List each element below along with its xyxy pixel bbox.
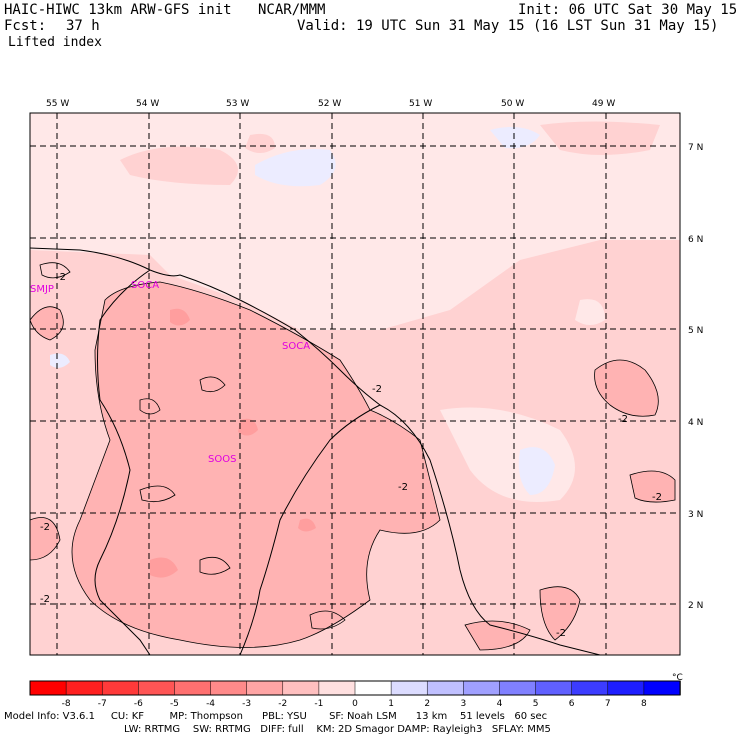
init-time: Init: 06 UTC Sat 30 May 15 [518,2,738,18]
lon-label: 53 W [226,99,249,109]
contour-label: -2 [56,272,66,283]
field-name: Lifted index [8,35,102,50]
lat-label: 5 N [688,326,703,336]
contour-label: -2 [652,492,662,503]
colorbar-swatch [138,680,176,696]
field-cool-patches [50,126,555,495]
model-info-line-2: LW: RRTMG SW: RRTMG DIFF: full KM: 2D Sm… [124,724,551,735]
colorbar-tick-label: 8 [641,699,647,709]
colorbar-tick-label: -5 [170,699,179,709]
center-label: NCAR/MMM [258,2,326,18]
colorbar-tick-label: 2 [424,699,430,709]
field-strong-spots [150,308,316,578]
colorbar-tick-label: -7 [98,699,107,709]
colorbar-tick-label: -4 [206,699,215,709]
colorbar-tick-label: -8 [62,699,71,709]
lon-label: 50 W [501,99,524,109]
colorbar-swatch [643,680,681,696]
colorbar-tick-label: 7 [605,699,611,709]
colorbar-swatch [282,680,320,696]
forecast-label: Fcst: [4,18,47,34]
colorbar-swatch [174,680,212,696]
lon-label: 52 W [318,99,341,109]
colorbar-unit: °C [672,673,683,683]
colorbar-tick-label: 0 [352,699,358,709]
colorbar-swatch [463,680,501,696]
colorbar-swatch [535,680,573,696]
colorbar-swatch [318,680,356,696]
valid-time: Valid: 19 UTC Sun 31 May 15 (16 LST Sun … [297,18,719,34]
coastline [30,247,601,655]
lon-label: 49 W [592,99,615,109]
lat-lon-grid [30,113,680,655]
map-frame [29,112,681,656]
colorbar-tick-label: -6 [134,699,143,709]
contour-label: -2 [372,384,382,395]
colorbar-swatch [246,680,284,696]
colorbar-swatch [29,680,67,696]
colorbar-tick-label: -3 [242,699,251,709]
colorbar-swatch [390,680,428,696]
colorbar-tick-label: -1 [314,699,323,709]
colorbar-swatch [571,680,609,696]
colorbar-tick-label: 1 [388,699,394,709]
colorbar-tick-label: 4 [497,699,503,709]
lat-label: 6 N [688,235,703,245]
colorbar-swatch [210,680,248,696]
contour-label: -2 [556,628,566,639]
lat-label: 7 N [688,143,703,153]
contour-lines [30,262,676,651]
station-label: SOCA [282,341,310,352]
colorbar-tick-label: 5 [533,699,539,709]
field-mid-areas [30,282,675,650]
model-info-line-1: Model Info: V3.6.1 CU: KF MP: Thompson P… [4,711,548,722]
colorbar-tick-label: 6 [569,699,575,709]
colorbar: -8 -7 -6 -5 -4 -3 -2 -1 0 1 2 3 4 5 6 7 8 °C [29,673,683,709]
colorbar-tick-label: 3 [460,699,466,709]
lat-label: 2 N [688,601,703,611]
colorbar-swatch [499,680,537,696]
model-title: HAIC-HIWC 13km ARW-GFS init [4,2,232,18]
station-label: SOOS [208,454,236,465]
colorbar-swatch [426,680,465,696]
colorbar-swatch [101,680,140,696]
lon-label: 51 W [409,99,432,109]
colorbar-swatch [354,680,392,696]
contour-label: -2 [40,594,50,605]
colorbar-tick-label: -2 [278,699,287,709]
lat-label: 4 N [688,418,703,428]
colorbar-swatch [607,680,645,696]
forecast-hour: 37 h [66,18,100,34]
contour-label: -2 [398,482,408,493]
contour-label: -2 [40,522,50,533]
station-label: SMJP [30,284,54,295]
lon-label: 55 W [46,99,69,109]
lat-label: 3 N [688,510,703,520]
colorbar-swatch [65,680,103,696]
contour-label: -2 [618,414,628,425]
station-label: SOCA [131,280,159,291]
lon-label: 54 W [136,99,159,109]
